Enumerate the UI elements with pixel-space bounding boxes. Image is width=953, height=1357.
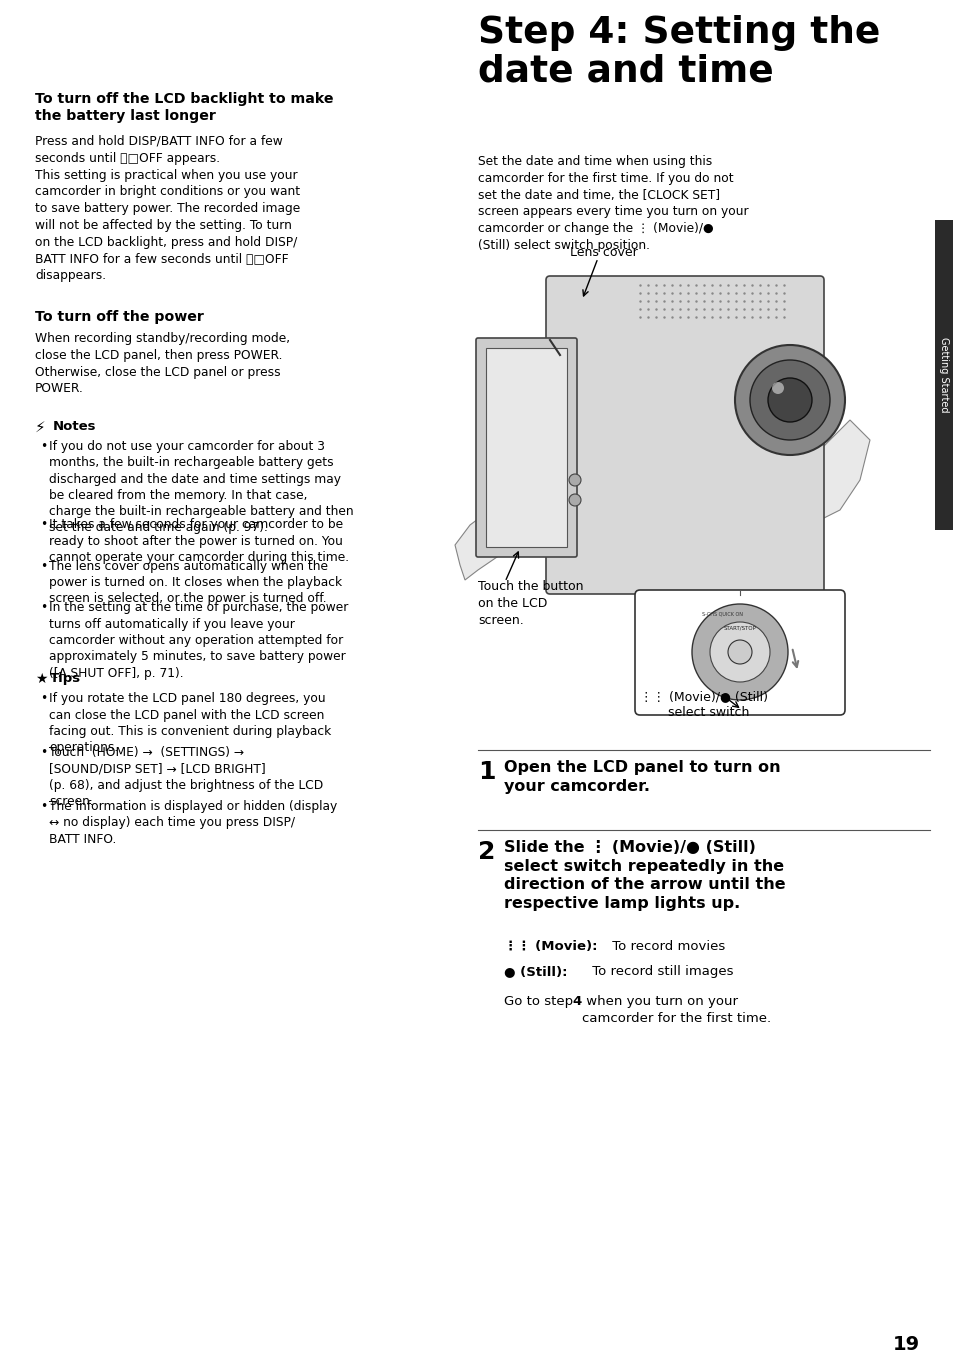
Text: Getting Started: Getting Started bbox=[939, 338, 948, 413]
Text: It takes a few seconds for your camcorder to be
ready to shoot after the power i: It takes a few seconds for your camcorde… bbox=[49, 518, 349, 563]
Text: Lens cover: Lens cover bbox=[569, 246, 638, 259]
Text: •: • bbox=[40, 692, 48, 706]
Text: Go to step: Go to step bbox=[503, 995, 577, 1008]
Text: The lens cover opens automatically when the
power is turned on. It closes when t: The lens cover opens automatically when … bbox=[49, 560, 342, 605]
Circle shape bbox=[734, 345, 844, 455]
Text: In the setting at the time of purchase, the power
turns off automatically if you: In the setting at the time of purchase, … bbox=[49, 601, 348, 680]
Text: •: • bbox=[40, 746, 48, 759]
Text: ⚡: ⚡ bbox=[35, 421, 46, 436]
Text: Tips: Tips bbox=[50, 673, 81, 685]
Text: •: • bbox=[40, 601, 48, 615]
Text: ⋮⋮ (Movie):: ⋮⋮ (Movie): bbox=[503, 940, 597, 953]
Text: The information is displayed or hidden (display
↔ no display) each time you pres: The information is displayed or hidden (… bbox=[49, 801, 337, 845]
Text: ● (Still):: ● (Still): bbox=[503, 965, 567, 978]
Text: 19: 19 bbox=[892, 1335, 919, 1354]
Polygon shape bbox=[455, 510, 519, 579]
Text: S-CHS QUICK ON: S-CHS QUICK ON bbox=[701, 612, 742, 616]
Text: •: • bbox=[40, 440, 48, 453]
Text: Touch the button
on the LCD
screen.: Touch the button on the LCD screen. bbox=[477, 579, 583, 627]
Circle shape bbox=[749, 360, 829, 440]
Circle shape bbox=[691, 604, 787, 700]
Text: Press and hold DISP/BATT INFO for a few
seconds until 础□OFF appears.
This settin: Press and hold DISP/BATT INFO for a few … bbox=[35, 134, 300, 282]
Text: 4: 4 bbox=[572, 995, 580, 1008]
Text: Slide the ⋮ (Movie)/● (Still)
select switch repeatedly in the
direction of the a: Slide the ⋮ (Movie)/● (Still) select swi… bbox=[503, 840, 785, 911]
Text: START/STOP: START/STOP bbox=[722, 626, 756, 630]
Text: To record movies: To record movies bbox=[607, 940, 724, 953]
Text: •: • bbox=[40, 560, 48, 573]
Circle shape bbox=[767, 379, 811, 422]
Circle shape bbox=[709, 622, 769, 683]
Text: Open the LCD panel to turn on
your camcorder.: Open the LCD panel to turn on your camco… bbox=[503, 760, 780, 794]
Circle shape bbox=[568, 494, 580, 506]
Text: when you turn on your
camcorder for the first time.: when you turn on your camcorder for the … bbox=[581, 995, 770, 1025]
Text: Touch  (HOME) →  (SETTINGS) →
[SOUND/DISP SET] → [LCD BRIGHT]
(p. 68), and adjus: Touch (HOME) → (SETTINGS) → [SOUND/DISP … bbox=[49, 746, 323, 809]
Circle shape bbox=[727, 641, 751, 664]
Text: If you do not use your camcorder for about 3
months, the built-in rechargeable b: If you do not use your camcorder for abo… bbox=[49, 440, 354, 535]
Text: 2: 2 bbox=[477, 840, 495, 864]
Text: Set the date and time when using this
camcorder for the first time. If you do no: Set the date and time when using this ca… bbox=[477, 155, 748, 252]
Circle shape bbox=[568, 474, 580, 486]
FancyBboxPatch shape bbox=[545, 275, 823, 594]
Text: To record still images: To record still images bbox=[587, 965, 733, 978]
Text: To turn off the power: To turn off the power bbox=[35, 309, 204, 324]
Text: ★: ★ bbox=[35, 673, 48, 687]
Text: ⋮⋮ (Movie)/● (Still)
       select switch: ⋮⋮ (Movie)/● (Still) select switch bbox=[639, 689, 767, 719]
Text: If you rotate the LCD panel 180 degrees, you
can close the LCD panel with the LC: If you rotate the LCD panel 180 degrees,… bbox=[49, 692, 331, 754]
FancyBboxPatch shape bbox=[635, 590, 844, 715]
Text: Notes: Notes bbox=[53, 421, 96, 433]
Circle shape bbox=[771, 383, 783, 394]
FancyBboxPatch shape bbox=[476, 338, 577, 556]
Bar bbox=[485, 347, 566, 547]
Text: 1: 1 bbox=[477, 760, 495, 784]
Text: •: • bbox=[40, 801, 48, 813]
Polygon shape bbox=[809, 421, 869, 520]
Text: When recording standby/recording mode,
close the LCD panel, then press POWER.
Ot: When recording standby/recording mode, c… bbox=[35, 332, 290, 395]
Text: Step 4: Setting the
date and time: Step 4: Setting the date and time bbox=[477, 15, 880, 90]
Text: To turn off the LCD backlight to make
the battery last longer: To turn off the LCD backlight to make th… bbox=[35, 92, 334, 122]
Text: •: • bbox=[40, 518, 48, 531]
Bar bbox=[934, 220, 953, 531]
